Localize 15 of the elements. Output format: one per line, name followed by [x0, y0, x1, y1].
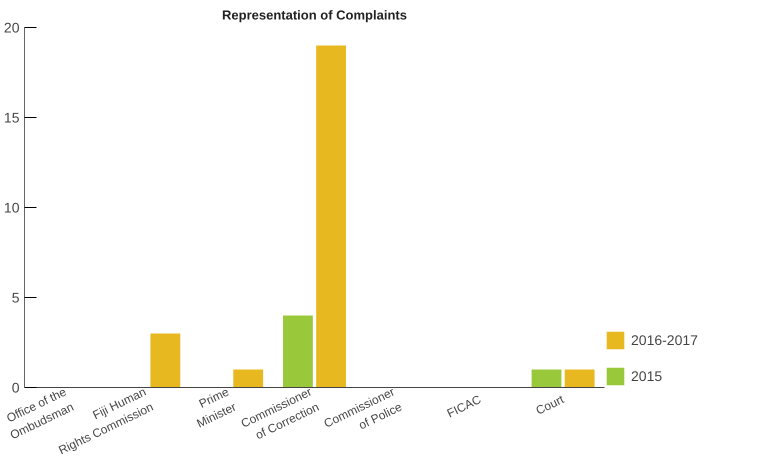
x-tick-label: Court — [534, 392, 567, 418]
bar — [564, 370, 595, 388]
bar — [283, 316, 313, 388]
bar — [233, 370, 264, 388]
y-tick-label: 10 — [4, 200, 20, 216]
bar — [532, 370, 562, 388]
y-tick-label: 0 — [12, 380, 20, 396]
chart-title: Representation of Complaints — [222, 8, 407, 22]
legend-label: 2015 — [631, 368, 662, 384]
y-tick-label: 5 — [12, 290, 20, 306]
legend-label: 2016-2017 — [631, 332, 698, 348]
y-tick-label: 15 — [4, 110, 20, 126]
y-tick-label: 20 — [4, 20, 20, 36]
bar — [150, 334, 180, 388]
bar — [316, 46, 346, 388]
